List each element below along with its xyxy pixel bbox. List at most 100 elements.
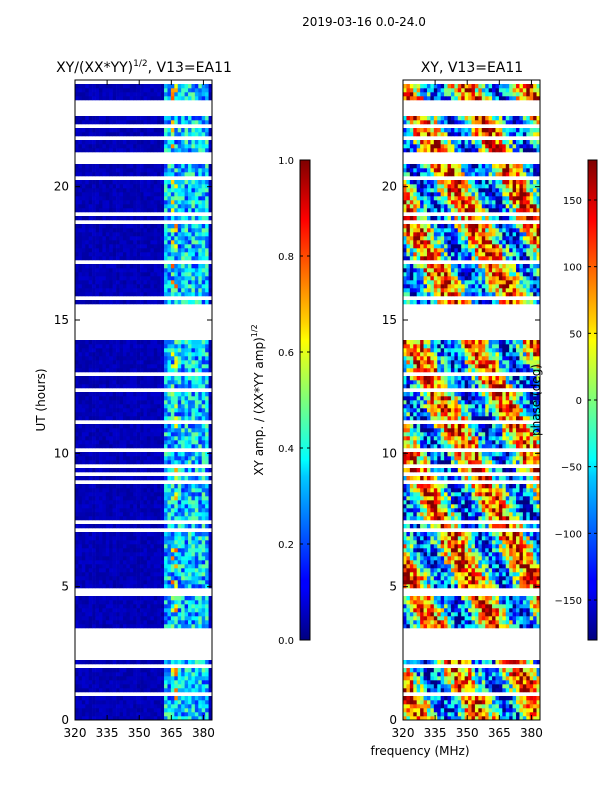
right-heatmap-cell: [434, 708, 438, 712]
left-heatmap-cell: [85, 444, 89, 448]
left-heatmap-cell: [82, 268, 86, 272]
left-heatmap-cell: [195, 228, 199, 232]
left-heatmap-cell: [174, 452, 178, 456]
left-heatmap-cell: [144, 572, 148, 576]
left-heatmap-cell: [202, 452, 206, 456]
left-heatmap-cell: [191, 540, 195, 544]
left-heatmap-cell: [167, 596, 171, 600]
left-heatmap-cell: [99, 428, 103, 432]
left-heatmap-cell: [92, 544, 96, 548]
left-heatmap-cell: [178, 408, 182, 412]
left-heatmap-cell: [161, 564, 165, 568]
left-heatmap-cell: [109, 96, 113, 100]
left-heatmap-cell: [109, 128, 113, 132]
left-heatmap-cell: [198, 344, 202, 348]
left-heatmap-cell: [99, 620, 103, 624]
left-heatmap-cell: [202, 552, 206, 556]
left-heatmap-cell: [202, 532, 206, 536]
left-heatmap-cell: [109, 660, 113, 664]
left-heatmap-cell: [171, 504, 175, 508]
left-heatmap-cell: [164, 180, 168, 184]
left-heatmap-cell: [85, 488, 89, 492]
left-heatmap-cell: [126, 404, 130, 408]
left-heatmap-cell: [116, 568, 120, 572]
left-heatmap-cell: [126, 500, 130, 504]
left-heatmap-cell: [89, 164, 93, 168]
left-heatmap-cell: [140, 532, 144, 536]
right-heatmap-cell: [478, 688, 482, 692]
left-heatmap-cell: [188, 700, 192, 704]
left-heatmap-cell: [178, 440, 182, 444]
left-heatmap-cell: [191, 368, 195, 372]
left-heatmap-cell: [109, 276, 113, 280]
left-heatmap-cell: [75, 556, 79, 560]
left-heatmap-cell: [78, 564, 82, 568]
left-heatmap-cell: [82, 564, 86, 568]
left-heatmap-cell: [133, 396, 137, 400]
left-heatmap-cell: [188, 400, 192, 404]
left-heatmap-cell: [188, 116, 192, 120]
left-heatmap-cell: [150, 344, 154, 348]
left-heatmap-cell: [92, 476, 96, 480]
left-heatmap-cell: [191, 116, 195, 120]
left-heatmap-cell: [164, 128, 168, 132]
left-heatmap-cell: [116, 380, 120, 384]
right-heatmap-cell: [458, 712, 462, 716]
left-heatmap-cell: [195, 712, 199, 716]
left-heatmap-cell: [130, 440, 134, 444]
left-heatmap-cell: [99, 96, 103, 100]
left-heatmap-cell: [137, 208, 141, 212]
left-heatmap-cell: [154, 700, 158, 704]
left-heatmap-cell: [89, 544, 93, 548]
left-heatmap-cell: [205, 344, 209, 348]
left-heatmap-cell: [150, 600, 154, 604]
left-heatmap-cell: [109, 356, 113, 360]
left-heatmap-cell: [123, 524, 127, 528]
left-heatmap-cell: [82, 508, 86, 512]
left-heatmap-cell: [106, 712, 110, 716]
left-heatmap-cell: [147, 276, 151, 280]
left-heatmap-cell: [99, 120, 103, 124]
right-heatmap-cell: [448, 700, 452, 704]
left-heatmap-cell: [82, 164, 86, 168]
left-heatmap-cell: [126, 572, 130, 576]
left-heatmap-cell: [78, 248, 82, 252]
left-heatmap-cell: [89, 408, 93, 412]
left-heatmap-cell: [181, 712, 185, 716]
left-heatmap-cell: [164, 608, 168, 612]
left-heatmap-cell: [150, 572, 154, 576]
left-heatmap-cell: [140, 380, 144, 384]
left-heatmap-cell: [92, 500, 96, 504]
left-heatmap-cell: [96, 400, 100, 404]
right-heatmap-cell: [430, 700, 434, 704]
left-heatmap-cell: [99, 456, 103, 460]
left-heatmap-cell: [181, 356, 185, 360]
left-heatmap-cell: [85, 192, 89, 196]
left-heatmap-cell: [195, 580, 199, 584]
right-heatmap-cell: [492, 708, 496, 712]
left-heatmap-cell: [113, 620, 117, 624]
right-heatmap-cell: [506, 688, 510, 692]
left-heatmap-cell: [147, 368, 151, 372]
left-heatmap-cell: [171, 436, 175, 440]
left-heatmap-cell: [85, 368, 89, 372]
left-heatmap-cell: [89, 516, 93, 520]
left-heatmap-cell: [123, 484, 127, 488]
left-heatmap-cell: [185, 488, 189, 492]
left-heatmap-cell: [167, 424, 171, 428]
left-heatmap-cell: [185, 280, 189, 284]
left-heatmap-cell: [116, 368, 120, 372]
left-heatmap-cell: [85, 596, 89, 600]
left-heatmap-cell: [82, 576, 86, 580]
right-heatmap-cell: [513, 684, 517, 688]
left-heatmap-cell: [185, 576, 189, 580]
left-heatmap-cell: [123, 428, 127, 432]
left-heatmap-cell: [161, 708, 165, 712]
left-heatmap-cell: [161, 496, 165, 500]
left-heatmap-cell: [150, 516, 154, 520]
left-heatmap-cell: [133, 428, 137, 432]
left-heatmap-cell: [92, 456, 96, 460]
left-heatmap-cell: [75, 284, 79, 288]
left-heatmap-cell: [188, 284, 192, 288]
left-heatmap-cell: [195, 268, 199, 272]
